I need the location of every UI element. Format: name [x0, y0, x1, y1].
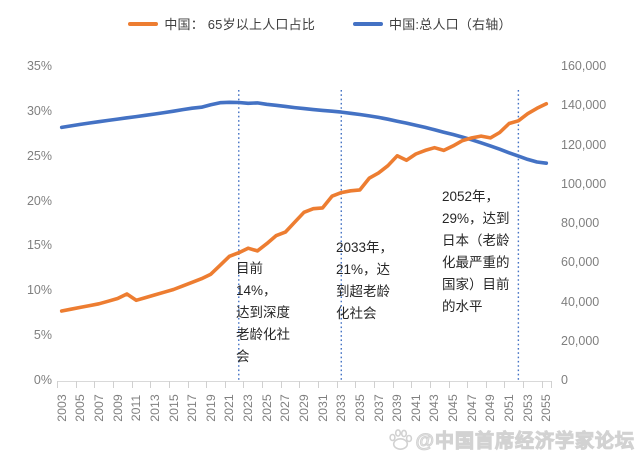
left-axis-tick-15%: 15% — [26, 238, 52, 253]
x-axis-tick-2047: 2047 — [464, 394, 479, 422]
x-axis-tick-2041: 2041 — [408, 394, 423, 422]
x-axis-tick-2033: 2033 — [334, 394, 349, 422]
x-axis-tickmark — [94, 381, 96, 388]
x-axis-tick-2005: 2005 — [73, 394, 88, 422]
x-axis-tick-2015: 2015 — [166, 394, 181, 422]
total-population-line — [59, 100, 549, 165]
left-axis-tick-35%: 35% — [26, 59, 52, 73]
x-axis-tickmark — [206, 381, 208, 388]
x-axis-tick-2035: 2035 — [352, 394, 367, 422]
chart-legend: 中国： 65岁以上人口占比 中国:总人口（右轴） — [0, 14, 640, 33]
watermark: @中国首席经济学家论坛 — [387, 426, 635, 453]
x-axis-tickmark — [541, 381, 543, 388]
x-axis-tickmark — [187, 381, 189, 388]
x-axis-tickmark — [336, 381, 338, 388]
x-axis-tick-2051: 2051 — [502, 394, 517, 422]
x-axis-tickmark — [262, 381, 264, 388]
x-axis-tick-2039: 2039 — [390, 394, 405, 422]
annotation-deep-aging: 目前14%， 达到深度 老龄化社 会 — [236, 261, 290, 364]
legend-swatch-blue — [353, 21, 384, 26]
x-axis-tickmark — [280, 381, 282, 388]
right-axis-tick-100000: 100,000 — [561, 176, 607, 191]
x-axis-tickmark — [523, 381, 524, 388]
x-axis-tickmark — [551, 381, 552, 388]
x-axis-tickmark — [504, 381, 506, 388]
x-axis-tickmark — [112, 381, 114, 388]
x-axis-tickmark — [168, 381, 170, 388]
baidu-paw-icon — [389, 428, 413, 450]
annotation-japan-level: 2052年， 29%，达到 日本（老龄 化最严重的 国家）目前 的水平 — [442, 189, 510, 314]
right-axis-tick-60000: 60,000 — [561, 255, 600, 270]
x-axis-tickmark — [318, 381, 319, 388]
x-axis-tick-2011: 2011 — [129, 394, 144, 422]
right-axis-tick-140000: 140,000 — [561, 98, 607, 113]
right-axis-tick-120000: 120,000 — [561, 137, 607, 152]
left-axis-tick-10%: 10% — [26, 283, 52, 298]
legend-label-total-population: 中国:总人口（右轴） — [389, 17, 512, 32]
x-axis-tickmark — [392, 381, 394, 388]
x-axis-tick-2013: 2013 — [147, 394, 162, 422]
x-axis-tick-2053: 2053 — [520, 394, 535, 422]
x-axis-tickmark — [411, 381, 413, 388]
legend-item-total-population: 中国:总人口（右轴） — [353, 14, 512, 33]
x-axis-tick-2009: 2009 — [110, 394, 125, 422]
x-axis-tickmark — [243, 381, 245, 388]
right-axis-tick-80000: 80,000 — [561, 216, 600, 230]
left-axis-tick-30%: 30% — [26, 103, 52, 118]
x-axis-tick-2037: 2037 — [371, 394, 386, 422]
x-axis-tick-2023: 2023 — [241, 394, 256, 422]
left-axis-tick-0%: 0% — [33, 373, 52, 387]
legend-label-aging-ratio: 中国： 65岁以上人口占比 — [164, 17, 316, 32]
x-axis-tickmark — [429, 381, 431, 388]
x-axis-tick-2003: 2003 — [54, 394, 69, 422]
x-axis-tickmark — [355, 381, 357, 388]
x-axis-tick-2055: 2055 — [539, 394, 554, 422]
x-axis-tick-2021: 2021 — [222, 394, 237, 422]
left-axis-tick-25%: 25% — [26, 148, 52, 163]
x-axis-tickmark — [373, 381, 375, 388]
x-axis-tickmark — [224, 381, 226, 388]
x-axis-tick-2025: 2025 — [259, 394, 274, 422]
x-axis-tickmark — [467, 381, 469, 388]
right-axis-tick-20000: 20,000 — [561, 333, 600, 348]
right-axis-tick-160000: 160,000 — [561, 59, 607, 73]
x-axis-tickmark — [75, 381, 77, 388]
right-axis-tick-0: 0 — [561, 373, 568, 387]
x-axis-tick-2019: 2019 — [203, 394, 218, 422]
watermark-text: @中国首席经济学家论坛 — [415, 431, 635, 453]
left-axis-tick-20%: 20% — [26, 193, 52, 208]
x-axis-tick-2029: 2029 — [297, 394, 311, 422]
x-axis-tickmark — [57, 381, 58, 388]
x-axis-tick-2017: 2017 — [185, 394, 200, 422]
x-axis-tick-2031: 2031 — [315, 394, 330, 422]
x-axis-tickmark — [448, 381, 450, 388]
x-axis-tick-2007: 2007 — [91, 394, 106, 422]
aging-ratio-line — [59, 102, 549, 313]
x-axis-line — [57, 381, 551, 382]
right-axis-tick-40000: 40,000 — [561, 294, 600, 309]
x-axis-tickmark — [150, 381, 152, 388]
x-axis-tickmark — [299, 381, 301, 388]
legend-item-aging-ratio: 中国： 65岁以上人口占比 — [128, 14, 315, 33]
annotation-super-aging: 2033年， 21%，达 到超老龄 化社会 — [336, 240, 394, 321]
x-axis-tickmark — [485, 381, 487, 388]
x-axis-tick-2045: 2045 — [446, 394, 461, 422]
x-axis-tickmark — [131, 381, 133, 388]
x-axis-tick-2027: 2027 — [278, 394, 293, 422]
x-axis-tick-2049: 2049 — [483, 394, 498, 422]
legend-swatch-orange — [128, 21, 159, 26]
left-axis-tick-5%: 5% — [33, 328, 52, 343]
x-axis-tick-2043: 2043 — [427, 394, 442, 422]
